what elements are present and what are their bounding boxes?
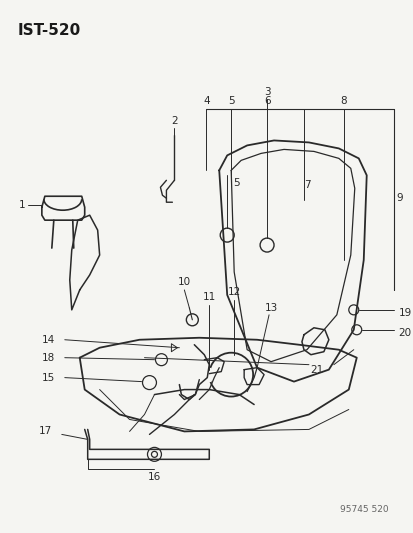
Text: 10: 10 [177,277,190,287]
Text: 8: 8 [339,95,346,106]
Text: 17: 17 [38,426,52,437]
Text: 12: 12 [227,287,240,297]
Text: 11: 11 [202,292,215,302]
Text: 1: 1 [19,200,25,210]
Text: 7: 7 [303,180,309,190]
Text: 21: 21 [310,365,323,375]
Text: 14: 14 [41,335,55,345]
Text: 16: 16 [147,472,161,482]
Text: 15: 15 [41,373,55,383]
Text: 19: 19 [398,308,411,318]
Text: 6: 6 [263,95,270,106]
Text: 18: 18 [41,353,55,362]
Text: 2: 2 [171,116,177,125]
Text: 5: 5 [232,179,239,188]
Text: 4: 4 [202,95,209,106]
Text: 95745 520: 95745 520 [339,505,388,514]
Text: 5: 5 [227,95,234,106]
Text: 3: 3 [263,86,270,96]
Text: 13: 13 [264,303,277,313]
Text: 9: 9 [396,193,402,203]
Text: IST-520: IST-520 [18,23,81,38]
Text: 20: 20 [398,328,411,338]
